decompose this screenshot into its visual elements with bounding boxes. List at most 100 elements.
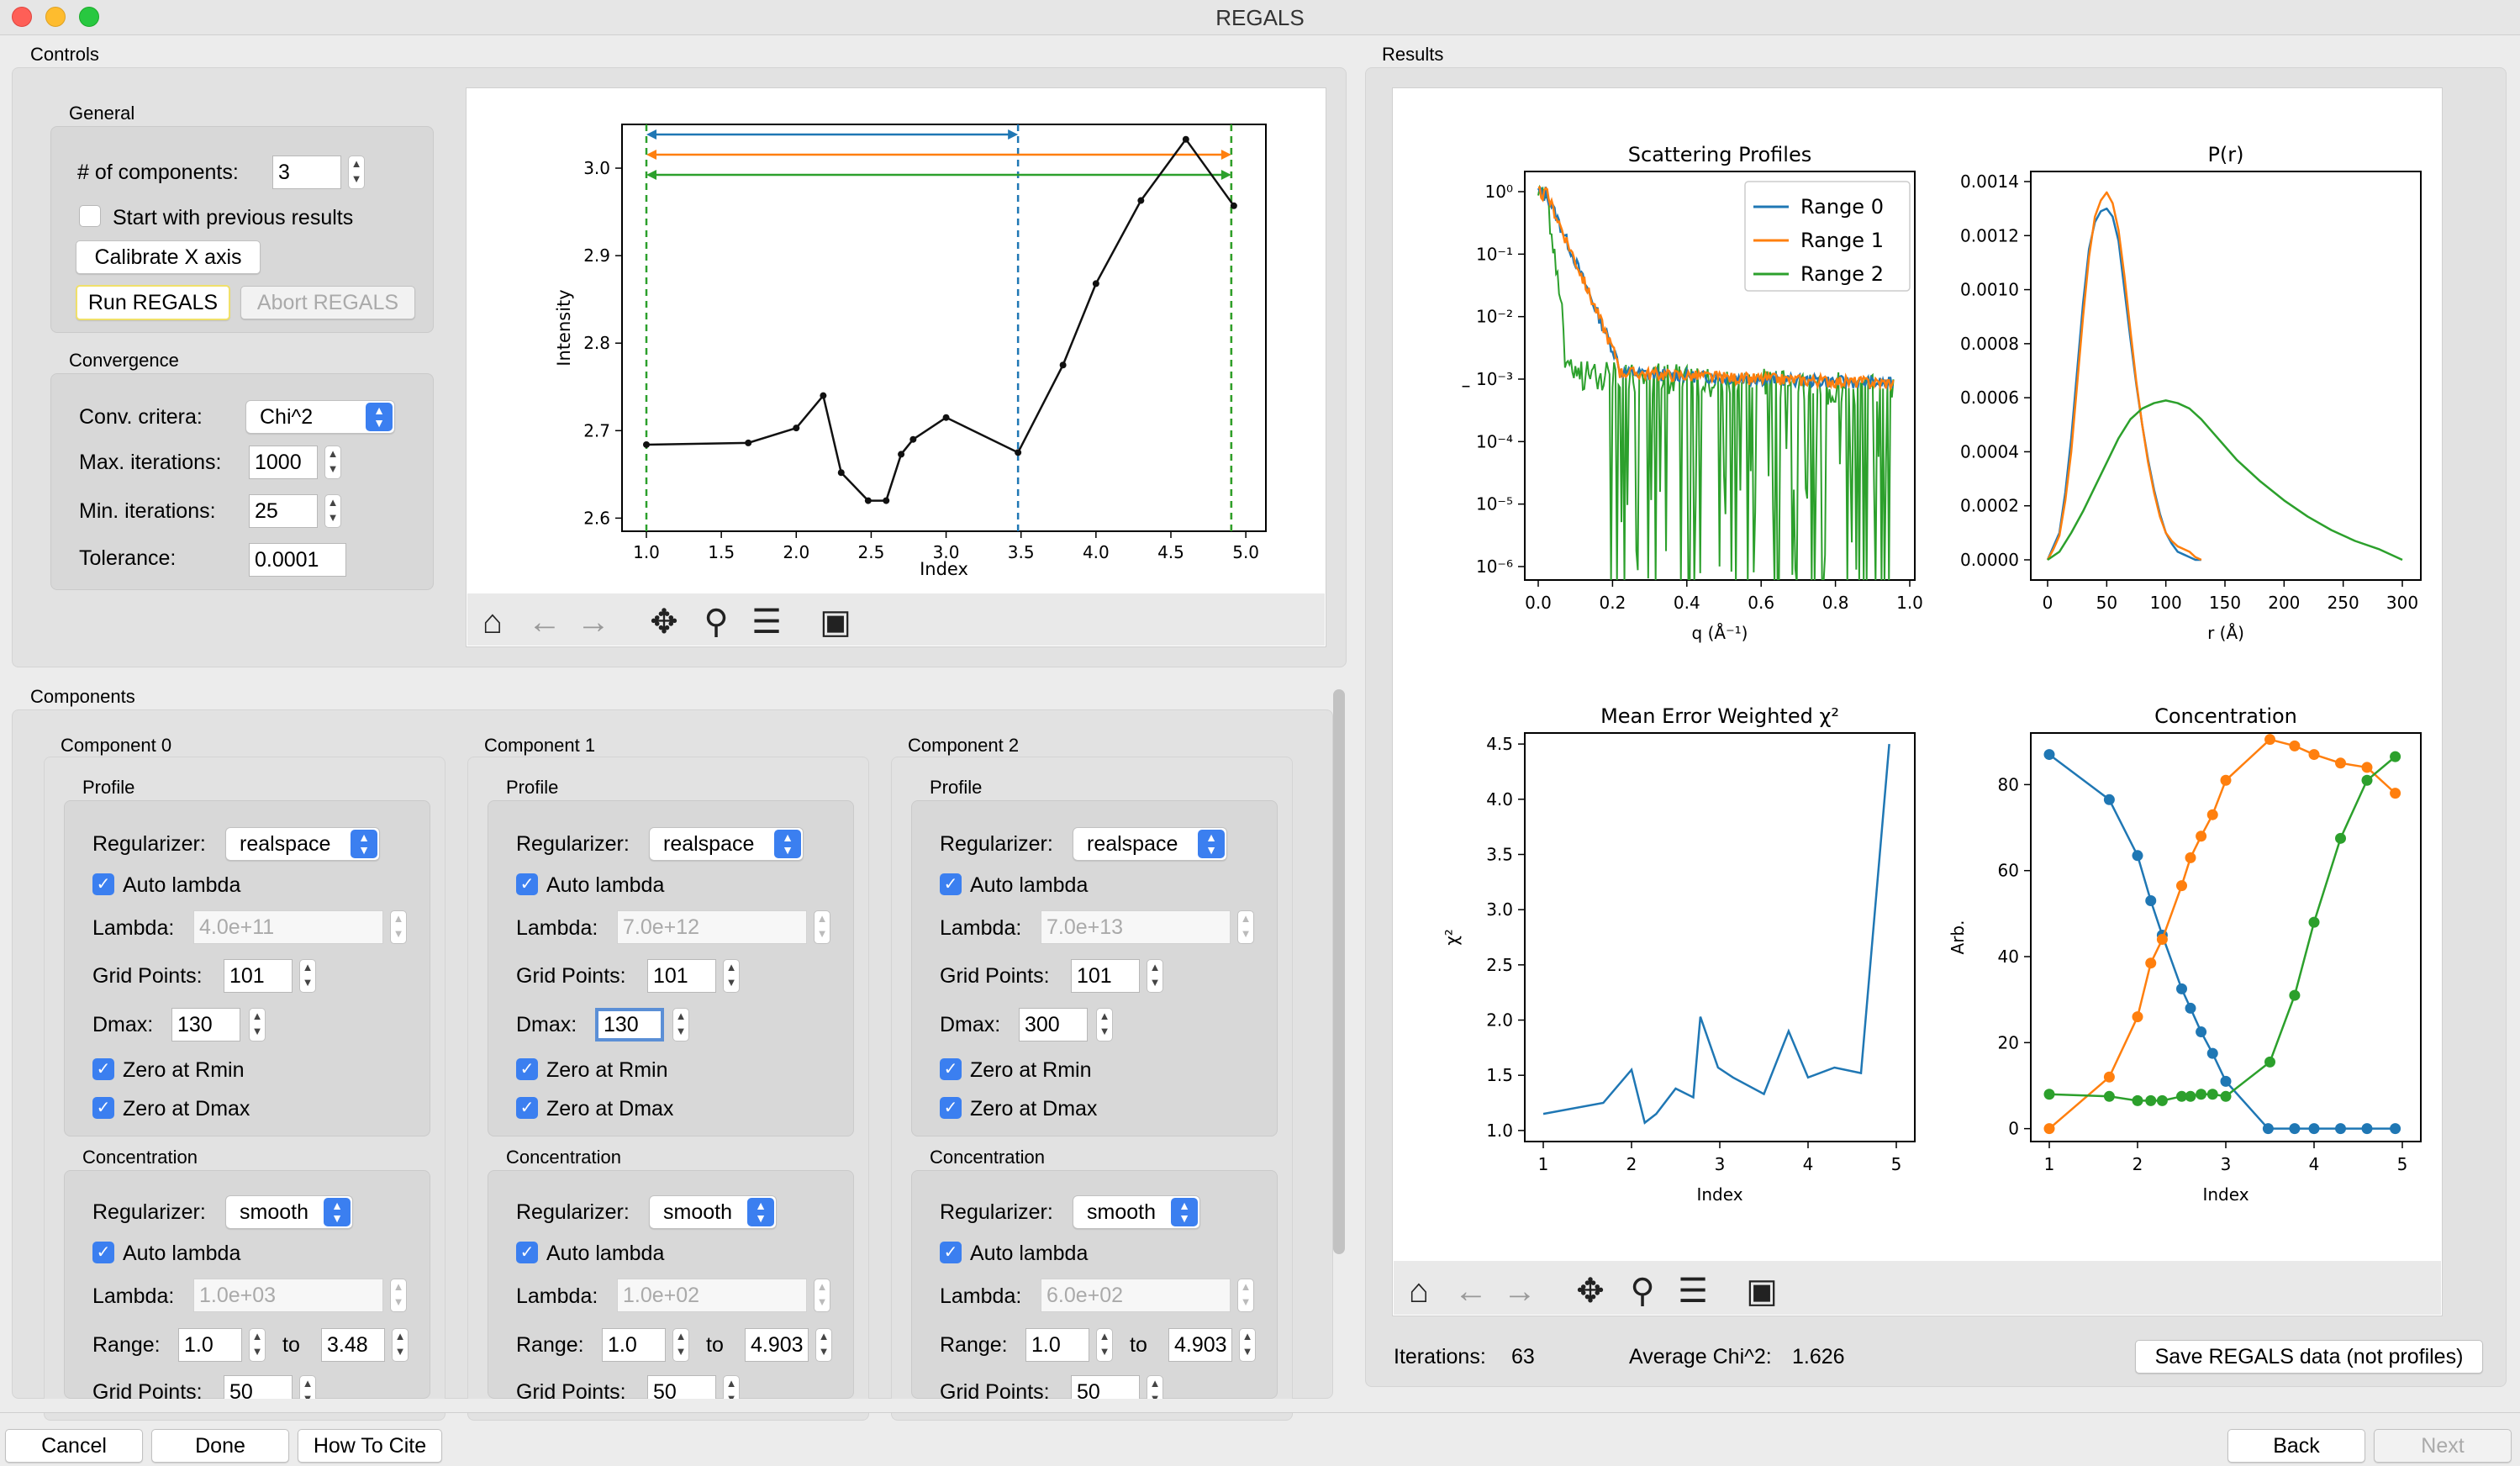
min-iter-input[interactable]: 25 [249,494,318,528]
profile-grid-points-input[interactable]: 101 [224,959,293,993]
profile-grid-points-stepper[interactable]: ▲ ▼ [723,959,740,993]
done-button[interactable]: Done [151,1429,289,1463]
profile-grid-points-label: Grid Points: [92,964,203,988]
concentration-auto-lambda-checkbox[interactable]: ✓ [516,1242,538,1263]
profile-regularizer-select[interactable]: realspace ▲ ▼ [1073,827,1227,861]
cancel-button[interactable]: Cancel [5,1429,143,1463]
range-end-stepper[interactable]: ▲ ▼ [815,1328,832,1362]
legend-entry: Range 0 [1800,195,1884,219]
num-components-input[interactable]: 3 [272,156,341,189]
profile-grid-points-stepper[interactable]: ▲ ▼ [1147,959,1163,993]
close-window-icon[interactable] [12,7,32,27]
minimize-window-icon[interactable] [45,7,66,27]
concentration-point [2361,1123,2373,1135]
range-end-stepper[interactable]: ▲ ▼ [1239,1328,1256,1362]
profile-lambda-stepper[interactable]: ▲ ▼ [1237,910,1254,944]
range-start-stepper[interactable]: ▲ ▼ [1096,1328,1113,1362]
tolerance-input[interactable]: 0.0001 [249,543,346,577]
start-previous-checkbox[interactable] [79,205,101,227]
results-configure-icon[interactable]: ☰ [1678,1273,1708,1310]
results-save-icon[interactable]: ▣ [1746,1273,1778,1310]
concentration-lambda-stepper[interactable]: ▲ ▼ [1237,1279,1254,1312]
zero-dmax-checbox[interactable]: ✓ [940,1097,962,1119]
concentration-lambda-stepper[interactable]: ▲ ▼ [390,1279,407,1312]
calibrate-x-button[interactable]: Calibrate X axis [76,240,261,274]
concentration-lambda-stepper[interactable]: ▲ ▼ [814,1279,830,1312]
dmax-input[interactable]: 130 [595,1008,664,1041]
x-tick-label: 4 [1803,1154,1814,1174]
profile-regularizer-select[interactable]: realspace ▲ ▼ [225,827,380,861]
dmax-stepper[interactable]: ▲ ▼ [1096,1008,1113,1041]
range-start-stepper[interactable]: ▲ ▼ [249,1328,266,1362]
configure-subplots-icon[interactable]: ☰ [751,604,782,641]
chart-ylabel-dash: – [1462,376,1471,397]
profile-grid-points-input[interactable]: 101 [647,959,716,993]
max-iter-input[interactable]: 1000 [249,446,318,479]
range-start-input[interactable]: 1.0 [602,1328,666,1362]
zero-rmin-checkbox[interactable]: ✓ [516,1058,538,1080]
range-end-stepper[interactable]: ▲ ▼ [392,1328,409,1362]
zoom-icon[interactable]: ⚲ [704,604,729,641]
x-tick-label: 3 [1715,1154,1726,1174]
run-regals-button[interactable]: Run REGALS [76,285,230,320]
range-start-input[interactable]: 1.0 [1025,1328,1089,1362]
abort-regals-button[interactable]: Abort REGALS [240,286,415,319]
pan-icon[interactable]: ✥ [650,604,678,641]
profile-lambda-stepper[interactable]: ▲ ▼ [390,910,407,944]
concentration-lambda-input[interactable]: 1.0e+03 [193,1279,383,1312]
conv-criteria-select[interactable]: Chi^2 ▲ ▼ [245,400,395,434]
profile-lambda-input[interactable]: 4.0e+11 [193,910,383,944]
save-regals-data-button[interactable]: Save REGALS data (not profiles) [2135,1340,2483,1374]
concentration-lambda-input[interactable]: 1.0e+02 [617,1279,807,1312]
back-button[interactable]: Back [2227,1429,2365,1463]
results-zoom-icon[interactable]: ⚲ [1630,1273,1655,1310]
profile-grid-points-stepper[interactable]: ▲ ▼ [299,959,316,993]
min-iter-stepper[interactable]: ▲ ▼ [324,494,341,528]
profile-auto-lambda-checkbox[interactable]: ✓ [92,873,114,895]
profile-regularizer-select[interactable]: realspace ▲ ▼ [649,827,804,861]
results-pan-icon[interactable]: ✥ [1576,1273,1605,1310]
range-start-input[interactable]: 1.0 [178,1328,242,1362]
back-arrow-icon[interactable]: ← [528,604,561,641]
range-end-input[interactable]: 3.48 [321,1328,385,1362]
concentration-lambda-input[interactable]: 6.0e+02 [1041,1279,1231,1312]
next-button[interactable]: Next [2374,1429,2512,1463]
concentration-regularizer-select[interactable]: smooth ▲ ▼ [649,1195,777,1229]
zero-rmin-checkbox[interactable]: ✓ [92,1058,114,1080]
zero-dmax-checbox[interactable]: ✓ [516,1097,538,1119]
how-to-cite-button[interactable]: How To Cite [298,1429,442,1463]
results-home-icon[interactable]: ⌂ [1408,1273,1430,1310]
concentration-auto-lambda-checkbox[interactable]: ✓ [92,1242,114,1263]
range-start-stepper[interactable]: ▲ ▼ [672,1328,689,1362]
components-scrollbar[interactable] [1333,689,1345,1254]
range-end-input[interactable]: 4.903 [745,1328,809,1362]
profile-lambda-input[interactable]: 7.0e+13 [1041,910,1231,944]
num-components-stepper[interactable]: ▲ ▼ [348,156,365,189]
profile-lambda-stepper[interactable]: ▲ ▼ [814,910,830,944]
profile-auto-lambda-checkbox[interactable]: ✓ [940,873,962,895]
results-back-arrow-icon[interactable]: ← [1454,1273,1488,1310]
zero-rmin-checkbox[interactable]: ✓ [940,1058,962,1080]
forward-arrow-icon[interactable]: → [577,604,610,641]
save-figure-icon[interactable]: ▣ [820,604,851,641]
component-title: Component 1 [484,735,596,756]
profile-auto-lambda-checkbox[interactable]: ✓ [516,873,538,895]
home-icon[interactable]: ⌂ [482,604,503,641]
chart-xlabel: Index [1696,1184,1742,1205]
range-end-input[interactable]: 4.903 [1168,1328,1232,1362]
dmax-input[interactable]: 300 [1019,1008,1088,1041]
concentration-regularizer-select[interactable]: smooth ▲ ▼ [1073,1195,1200,1229]
concentration-regularizer-select[interactable]: smooth ▲ ▼ [225,1195,353,1229]
zoom-window-icon[interactable] [79,7,99,27]
dmax-stepper[interactable]: ▲ ▼ [249,1008,266,1041]
concentration-point [2390,751,2401,762]
concentration-auto-lambda-checkbox[interactable]: ✓ [940,1242,962,1263]
dmax-stepper[interactable]: ▲ ▼ [672,1008,689,1041]
profile-grid-points-input[interactable]: 101 [1071,959,1140,993]
dmax-input[interactable]: 130 [171,1008,240,1041]
results-forward-arrow-icon[interactable]: → [1503,1273,1537,1310]
zero-dmax-checbox[interactable]: ✓ [92,1097,114,1119]
profile-lambda-input[interactable]: 7.0e+12 [617,910,807,944]
concentration-point [2220,774,2232,786]
max-iter-stepper[interactable]: ▲ ▼ [324,446,341,479]
